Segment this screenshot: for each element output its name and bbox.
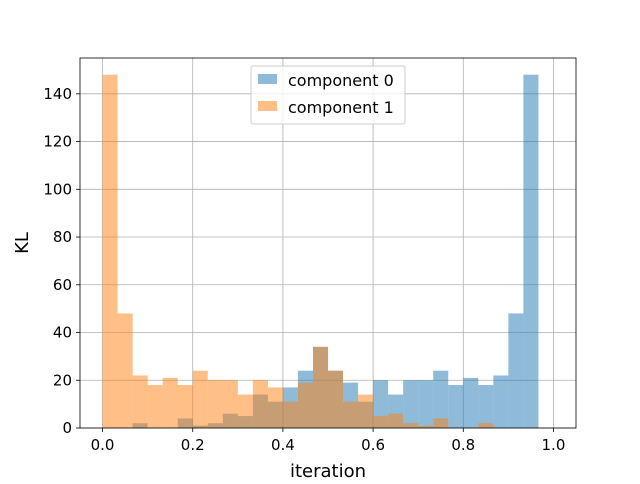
bar-component-1-bin-20 — [403, 423, 419, 428]
bar-component-0-bin-20 — [403, 380, 419, 428]
bar-component-1-bin-15 — [328, 370, 344, 428]
y-tick-label-5: 100 — [43, 180, 72, 198]
bar-component-1-bin-5 — [177, 385, 193, 428]
y-ticks: 0 20 40 60 80 100 120 140 — [43, 85, 80, 437]
bar-component-1-bin-21 — [418, 425, 434, 428]
bar-component-1-bin-9 — [237, 394, 253, 428]
bar-component-1-bin-3 — [147, 385, 163, 428]
legend-label-component-0: component 0 — [288, 71, 394, 90]
bar-component-1-bin-25 — [478, 423, 494, 428]
bar-component-1-bin-14 — [312, 346, 328, 428]
x-tick-label-3: 0.6 — [361, 436, 385, 454]
bar-component-1-bin-12 — [282, 401, 298, 428]
bar-component-1-bin-6 — [192, 370, 208, 428]
bar-component-1-bin-22 — [433, 418, 449, 428]
x-tick-label-0: 0.0 — [91, 436, 115, 454]
bar-component-0-bin-24 — [463, 377, 479, 428]
y-tick-label-3: 60 — [53, 276, 72, 294]
y-tick-label-7: 140 — [43, 85, 72, 103]
bar-component-1-bin-13 — [297, 382, 313, 428]
bar-component-1-bin-1 — [117, 313, 133, 428]
bar-component-1-bin-7 — [207, 380, 223, 428]
legend: component 0 component 1 — [250, 65, 406, 125]
plot-frame — [79, 57, 577, 429]
y-tick-label-1: 20 — [53, 371, 72, 389]
bar-component-0-bin-21 — [418, 380, 434, 428]
bar-component-0-bin-26 — [493, 375, 509, 428]
bar-component-1-bin-11 — [267, 387, 283, 428]
legend-frame — [250, 65, 406, 125]
bar-component-1-bin-18 — [373, 416, 389, 428]
y-tick-label-4: 80 — [53, 228, 72, 246]
x-tick-label-5: 1.0 — [542, 436, 566, 454]
bars — [102, 74, 539, 428]
bar-component-1-bin-10 — [252, 380, 268, 428]
bar-component-1-bin-19 — [388, 413, 404, 428]
x-tick-label-1: 0.2 — [181, 436, 205, 454]
x-ticks: 0.0 0.2 0.4 0.6 0.8 1.0 — [91, 428, 566, 454]
x-tick-label-4: 0.8 — [451, 436, 475, 454]
bar-component-1-bin-4 — [162, 377, 178, 428]
bar-component-1-bin-0 — [102, 74, 118, 428]
legend-label-component-1: component 1 — [288, 98, 394, 117]
y-axis-label: KL — [12, 232, 33, 254]
y-tick-label-6: 120 — [43, 133, 72, 151]
y-tick-label-0: 0 — [62, 419, 72, 437]
bar-component-1-bin-17 — [358, 394, 374, 428]
x-axis-label: iteration — [290, 461, 366, 480]
bar-component-1-bin-2 — [132, 375, 148, 428]
bar-component-0-bin-23 — [448, 385, 464, 428]
bar-component-1-bin-16 — [343, 401, 359, 428]
y-tick-label-2: 40 — [53, 324, 72, 342]
legend-swatch-component-0 — [258, 74, 277, 84]
bar-component-1-bin-8 — [222, 380, 238, 428]
bar-component-0-bin-27 — [508, 313, 524, 428]
bar-component-0-bin-22 — [433, 370, 449, 428]
x-tick-label-2: 0.4 — [271, 436, 295, 454]
legend-swatch-component-1 — [258, 101, 277, 111]
bar-component-0-bin-25 — [478, 385, 494, 428]
bar-component-0-bin-28 — [523, 74, 539, 428]
